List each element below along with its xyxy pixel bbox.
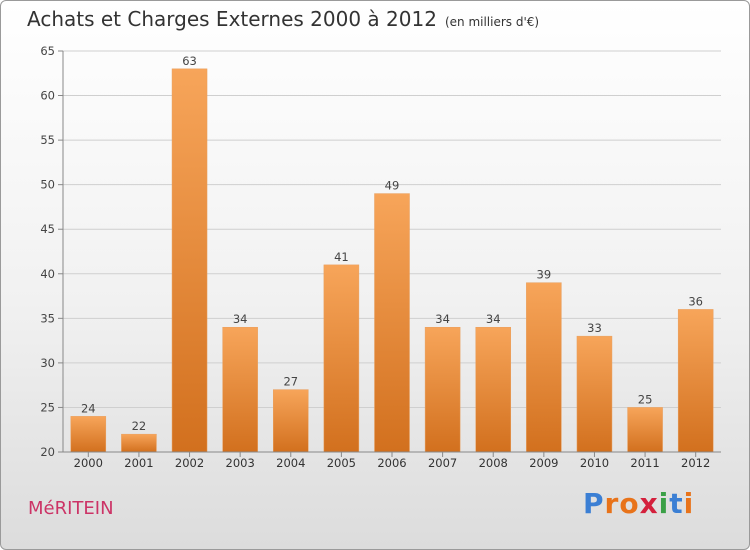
bar-value-label: 41 xyxy=(334,250,349,264)
bar-2012 xyxy=(677,309,714,453)
bar-value-label: 63 xyxy=(182,54,197,68)
bar-value-label: 25 xyxy=(638,392,653,406)
y-tick-label: 20 xyxy=(40,445,55,459)
x-tick-label: 2012 xyxy=(681,456,710,470)
bar-2011 xyxy=(627,407,663,453)
x-tick-label: 2010 xyxy=(580,456,609,470)
proxiti-logo: Proxiti xyxy=(583,487,694,520)
y-tick-label: 40 xyxy=(40,267,55,281)
logo-letter: x xyxy=(639,487,659,520)
x-tick-label: 2004 xyxy=(276,456,305,470)
x-tick-label: 2001 xyxy=(124,456,153,470)
title-units: (en milliers d'€) xyxy=(444,15,540,29)
bar-2006 xyxy=(374,193,410,453)
bar-value-label: 34 xyxy=(486,312,501,326)
x-tick-label: 2011 xyxy=(630,456,659,470)
chart-title: Achats et Charges Externes 2000 à 2012 (e… xyxy=(27,7,539,31)
bar-value-label: 22 xyxy=(132,419,147,433)
bar-value-label: 34 xyxy=(233,312,248,326)
x-tick-label: 2005 xyxy=(327,456,356,470)
y-tick-label: 30 xyxy=(40,356,55,370)
bar-value-label: 39 xyxy=(537,268,552,282)
x-tick-label: 2006 xyxy=(377,456,406,470)
bar-value-label: 34 xyxy=(435,312,450,326)
bar-2001 xyxy=(121,433,157,453)
logo-letter: r xyxy=(604,487,620,520)
bar-value-label: 36 xyxy=(688,294,703,308)
bar-2003 xyxy=(222,326,258,453)
x-tick-label: 2000 xyxy=(74,456,103,470)
bar-2004 xyxy=(273,389,309,453)
x-tick-label: 2009 xyxy=(529,456,558,470)
logo-letter: i xyxy=(683,487,695,520)
logo-letter: o xyxy=(619,487,640,520)
bar-value-label: 27 xyxy=(283,375,298,389)
y-tick-label: 35 xyxy=(40,311,55,325)
x-tick-label: 2002 xyxy=(175,456,204,470)
y-tick-label: 50 xyxy=(40,178,55,192)
bar-2007 xyxy=(424,326,461,453)
bar-2000 xyxy=(70,416,107,453)
logo-letter: i xyxy=(658,487,670,520)
bar-value-label: 49 xyxy=(385,179,400,193)
x-tick-label: 2007 xyxy=(428,456,457,470)
bar-2008 xyxy=(475,326,511,453)
y-tick-label: 65 xyxy=(40,44,55,58)
bar-value-label: 33 xyxy=(587,321,602,335)
y-tick-label: 45 xyxy=(40,222,55,236)
y-tick-label: 25 xyxy=(40,400,55,414)
y-tick-label: 60 xyxy=(40,89,55,103)
y-tick-label: 55 xyxy=(40,133,55,147)
bar-2005 xyxy=(323,264,360,453)
x-tick-label: 2003 xyxy=(226,456,255,470)
bar-2010 xyxy=(576,335,613,453)
place-name: MéRITEIN xyxy=(28,498,114,519)
logo-letter: P xyxy=(583,487,605,520)
bar-value-label: 24 xyxy=(81,401,96,415)
logo-letter: t xyxy=(669,487,684,520)
title-text: Achats et Charges Externes 2000 à 2012 xyxy=(27,7,437,31)
bar-2002 xyxy=(171,68,208,453)
bar-2009 xyxy=(526,282,562,453)
x-tick-label: 2008 xyxy=(479,456,508,470)
